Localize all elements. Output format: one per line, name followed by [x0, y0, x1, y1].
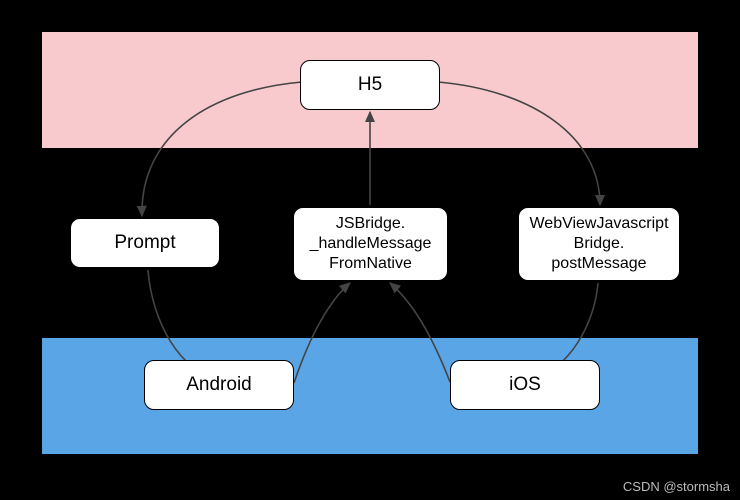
node-ios: iOS [450, 360, 600, 410]
node-h5-label: H5 [358, 73, 382, 97]
node-webview: WebViewJavascript Bridge. postMessage [518, 207, 680, 281]
node-webview-label: WebViewJavascript Bridge. postMessage [529, 214, 668, 274]
node-prompt: Prompt [70, 218, 220, 268]
node-android: Android [144, 360, 294, 410]
node-h5: H5 [300, 60, 440, 110]
watermark: CSDN @stormsha [623, 479, 730, 494]
node-jsbridge: JSBridge. _handleMessage FromNative [293, 207, 448, 281]
band-bottom [40, 336, 700, 456]
node-jsbridge-label: JSBridge. _handleMessage FromNative [310, 214, 432, 274]
node-prompt-label: Prompt [114, 231, 175, 255]
node-android-label: Android [186, 373, 252, 397]
node-ios-label: iOS [509, 373, 541, 397]
